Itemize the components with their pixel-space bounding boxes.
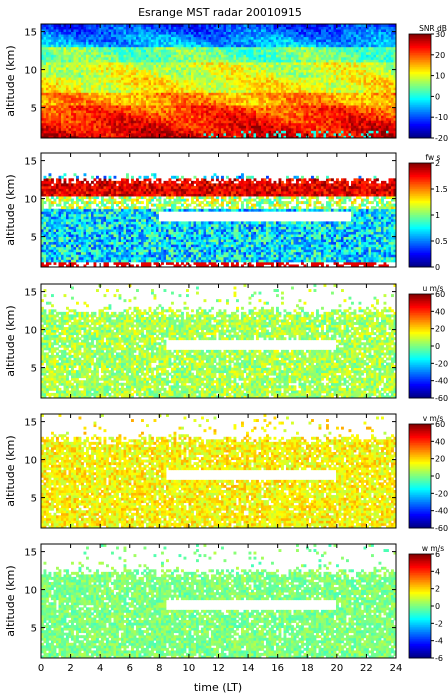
x-tick-label: 10 bbox=[183, 663, 196, 674]
y-tick-label: 10 bbox=[24, 195, 37, 206]
colorbar-tick-label: 30 bbox=[435, 30, 445, 39]
y-axis-label: altitude (km) bbox=[4, 305, 17, 376]
colorbar-tick-label: 40 bbox=[435, 437, 445, 446]
x-tick-label: 6 bbox=[127, 663, 133, 674]
y-tick-label: 5 bbox=[31, 104, 37, 115]
colorbar-tick-label: 0 bbox=[435, 263, 440, 272]
colorbar-tick-label: 0 bbox=[435, 342, 440, 351]
y-tick-label: 5 bbox=[31, 233, 37, 244]
colorbar-tick-label: -20 bbox=[435, 489, 448, 498]
colorbar-tick-label: 0.5 bbox=[435, 237, 448, 246]
x-tick-label: 16 bbox=[271, 663, 284, 674]
y-axis-label: altitude (km) bbox=[4, 565, 17, 636]
colorbar-tick-label: 1.5 bbox=[435, 185, 448, 194]
x-tick-label: 18 bbox=[301, 663, 314, 674]
y-tick-label: 5 bbox=[31, 494, 37, 505]
colorbar-tick-label: -6 bbox=[435, 654, 443, 663]
y-tick-label: 10 bbox=[24, 66, 37, 77]
colorbar-tick-label: 2 bbox=[435, 159, 440, 168]
y-tick-label: 5 bbox=[31, 624, 37, 635]
colorbar-tick-label: 6 bbox=[435, 550, 440, 559]
y-tick-label: 10 bbox=[24, 326, 37, 337]
colorbar-tick-label: 0 bbox=[435, 92, 440, 101]
colorbar-tick-label: 20 bbox=[435, 51, 445, 60]
y-tick-label: 15 bbox=[24, 28, 37, 39]
heatmap-cells bbox=[41, 284, 396, 398]
y-axis-label: altitude (km) bbox=[4, 45, 17, 116]
heatmap-cells bbox=[41, 414, 396, 528]
colorbar-tick-label: 40 bbox=[435, 307, 445, 316]
colorbar-tick-label: -60 bbox=[435, 524, 448, 533]
colorbar-tick-label: 4 bbox=[435, 567, 440, 576]
colorbar-tick-label: -20 bbox=[435, 134, 448, 143]
colorbar-tick-label: 60 bbox=[435, 420, 445, 429]
y-tick-label: 15 bbox=[24, 288, 37, 299]
colorbar: w m/s6 4 2 0 -2 -4 -6 bbox=[409, 544, 444, 663]
heatmap-cells bbox=[41, 544, 396, 658]
colorbar-tick-label: 20 bbox=[435, 455, 445, 464]
heatmap-cells bbox=[41, 24, 396, 138]
x-tick-label: 2 bbox=[67, 663, 73, 674]
colorbar-tick-label: 0 bbox=[435, 602, 440, 611]
figure-title: Esrange MST radar 20010915 bbox=[138, 6, 302, 19]
y-tick-label: 15 bbox=[24, 157, 37, 168]
heatmap-cells bbox=[41, 173, 396, 267]
x-tick-label: 24 bbox=[390, 663, 403, 674]
colorbar-tick-label: 1 bbox=[435, 211, 440, 220]
colorbar-tick-label: 10 bbox=[435, 72, 445, 81]
y-axis-label: altitude (km) bbox=[4, 435, 17, 506]
colorbar-tick-label: -40 bbox=[435, 377, 448, 386]
colorbar-tick-label: 60 bbox=[435, 290, 445, 299]
y-tick-label: 10 bbox=[24, 456, 37, 467]
x-tick-label: 4 bbox=[97, 663, 103, 674]
x-tick-label: 22 bbox=[360, 663, 373, 674]
colorbar-tick-label: -40 bbox=[435, 507, 448, 516]
colorbar-label: w m/s bbox=[422, 544, 444, 553]
y-tick-label: 10 bbox=[24, 586, 37, 597]
colorbar-tick-label: 20 bbox=[435, 325, 445, 334]
x-tick-label: 12 bbox=[212, 663, 225, 674]
colorbar-tick-label: -10 bbox=[435, 113, 448, 122]
x-axis-label: time (LT) bbox=[194, 681, 242, 694]
y-tick-label: 15 bbox=[24, 418, 37, 429]
y-tick-label: 5 bbox=[31, 364, 37, 375]
colorbar-tick-label: 0 bbox=[435, 472, 440, 481]
colorbar-tick-label: -60 bbox=[435, 394, 448, 403]
y-tick-label: 15 bbox=[24, 548, 37, 559]
colorbar-tick-label: -20 bbox=[435, 359, 448, 368]
x-tick-label: 20 bbox=[330, 663, 343, 674]
x-tick-label: 0 bbox=[38, 663, 44, 674]
colorbar: fw s21.510.50 bbox=[409, 153, 448, 272]
x-tick-label: 14 bbox=[242, 663, 255, 674]
colorbar-tick-label: -2 bbox=[435, 619, 443, 628]
colorbar-tick-label: 2 bbox=[435, 585, 440, 594]
x-tick-label: 8 bbox=[156, 663, 162, 674]
colorbar-tick-label: -4 bbox=[435, 637, 443, 646]
y-axis-label: altitude (km) bbox=[4, 174, 17, 245]
